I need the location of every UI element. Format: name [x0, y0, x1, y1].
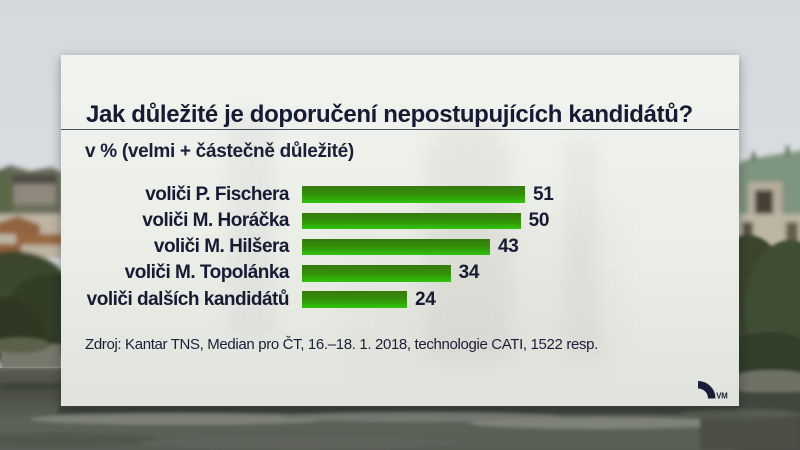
- svg-text:VM: VM: [716, 392, 727, 401]
